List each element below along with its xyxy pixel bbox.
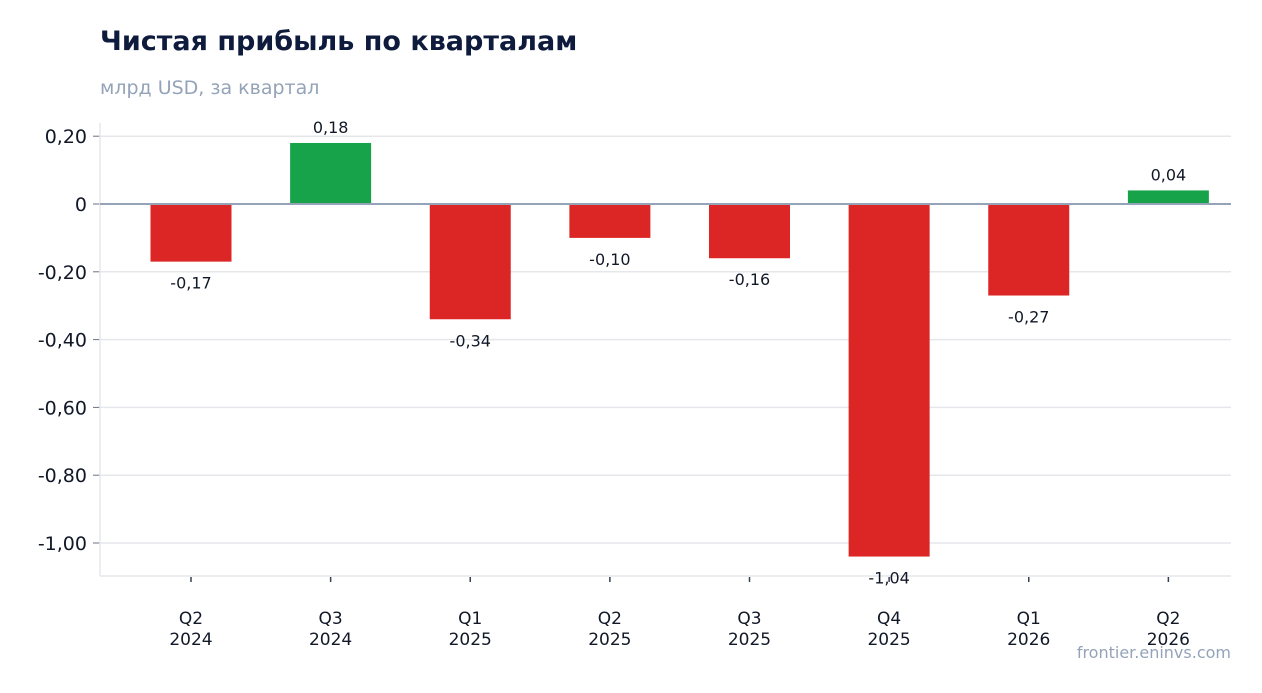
bar [429, 204, 511, 320]
bar [290, 142, 372, 204]
x-tick-label: 2026 [1007, 630, 1050, 650]
data-label: -0,10 [589, 250, 630, 269]
x-tick-label: 2025 [728, 630, 771, 650]
grid-layer [100, 135, 1231, 544]
y-tick-label: 0,20 [45, 126, 87, 148]
watermark-text: frontier.eninvs.com [1076, 643, 1231, 662]
x-tick-label: 2025 [867, 630, 910, 650]
y-tick-label: -0,60 [38, 397, 87, 419]
x-tick-label: 2026 [1147, 630, 1190, 650]
x-tick-label: Q2 [598, 609, 622, 629]
x-tick-label: Q1 [1017, 609, 1041, 629]
x-tick-label: 2024 [309, 630, 352, 650]
bar [848, 204, 930, 557]
y-tick-label: -0,40 [38, 330, 87, 352]
bar [150, 204, 232, 262]
axis-layer: 0,200-0,20-0,40-0,60-0,80-1,00Q22024Q320… [38, 123, 1231, 650]
chart-subtitle: млрд USD, за квартал [100, 77, 320, 99]
x-tick-label: 2025 [449, 630, 492, 650]
data-label: 0,18 [313, 118, 349, 137]
x-tick-label: 2024 [169, 630, 212, 650]
data-label: -0,17 [170, 274, 211, 293]
data-label: 0,04 [1151, 165, 1187, 184]
x-tick-label: Q1 [458, 609, 482, 629]
x-tick-label: Q2 [179, 609, 203, 629]
data-label: -0,27 [1008, 308, 1049, 327]
x-tick-label: Q3 [737, 609, 761, 629]
data-label: -1,04 [868, 569, 909, 588]
y-tick-label: -1,00 [38, 533, 87, 555]
y-tick-label: 0 [75, 194, 87, 216]
x-tick-label: Q4 [877, 609, 901, 629]
bar [1127, 190, 1209, 204]
bar [569, 204, 651, 238]
label-layer: -0,17 0,18 -0,34 -0,10 -0,16 -1,04 -0,27 0,04 [100, 118, 1231, 588]
bar [988, 204, 1070, 296]
data-label: -0,34 [450, 331, 491, 350]
x-tick-label: Q3 [319, 609, 343, 629]
x-tick-label: Q2 [1156, 609, 1180, 629]
chart-title: Чистая прибыль по кварталам [100, 26, 578, 57]
y-tick-label: -0,20 [38, 262, 87, 284]
x-tick-label: 2025 [588, 630, 631, 650]
data-label: -0,16 [729, 270, 770, 289]
bar [709, 204, 790, 259]
y-tick-label: -0,80 [38, 465, 87, 487]
bar-layer [150, 142, 1209, 557]
